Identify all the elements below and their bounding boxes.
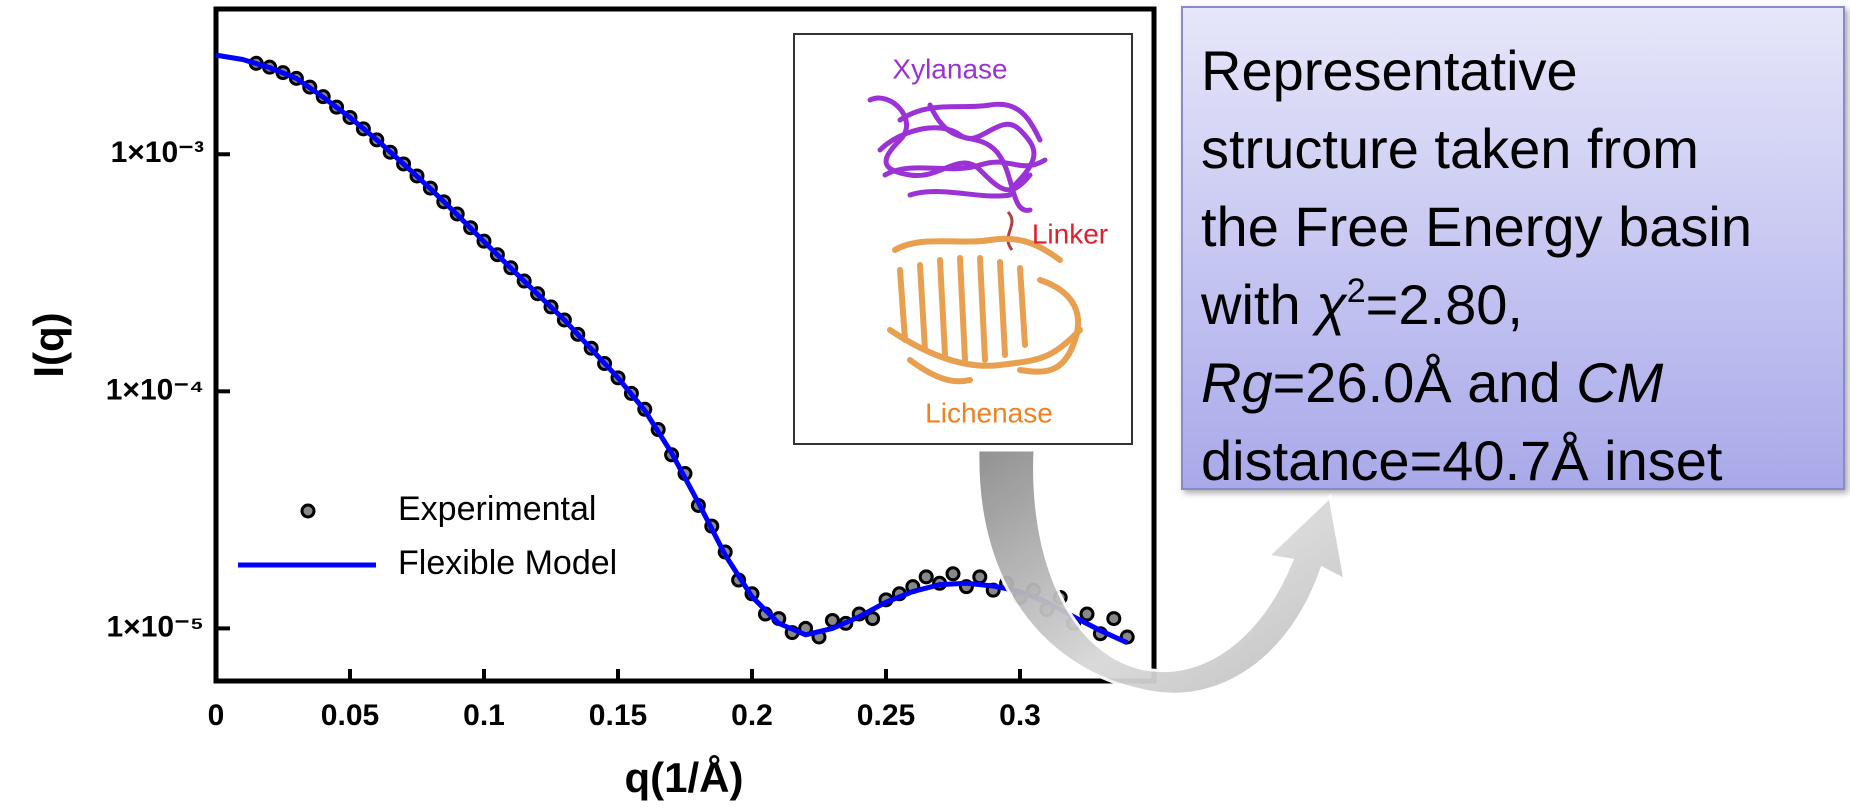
legend-label: Experimental [398,490,596,528]
data-point [972,569,988,585]
inset-label: Lichenase [925,397,1053,428]
callout-text: χ [1316,273,1347,336]
callout-text: Rg [1201,351,1273,414]
inset-label: Linker [1032,218,1108,249]
x-tick-label: 0.05 [321,699,379,732]
data-point [1079,606,1095,622]
callout-text: =2.80, [1365,273,1523,336]
callout-text: the Free Energy basin [1201,195,1752,258]
x-axis-label: q(1/Å) [625,754,744,801]
callout-text: Representative [1201,39,1578,102]
x-tick-label: 0.25 [857,699,915,732]
model-line [215,52,1129,646]
callout-line: Rg=26.0Å and CM [1201,344,1843,422]
callout-text: CM [1576,351,1664,414]
data-point [945,566,961,582]
legend-marker [300,503,316,519]
callout-box: Representative structure taken from the … [1181,6,1845,492]
y-axis-label: I(q) [25,312,72,377]
x-tick-label: 0.1 [463,699,505,732]
callout-line: Representative [1201,32,1843,110]
linker-structure [1006,210,1014,251]
x-tick-label: 0.15 [589,699,647,732]
inset: Xylanase Linker Lichenase [793,33,1133,445]
callout-line: with χ2=2.80, [1201,266,1843,344]
x-tick-label: 0 [208,699,225,732]
data-point [918,569,934,585]
y-tick-label: 1×10⁻³ [111,136,204,169]
callout-line: structure taken from [1201,110,1843,188]
callout-text: with [1201,273,1317,336]
data-point [865,611,881,627]
inset-label: Xylanase [892,53,1007,84]
callout-text: distance=40.7Å inset [1201,429,1723,492]
callout-text: structure taken from [1201,117,1699,180]
y-tick-label: 1×10⁻⁵ [107,610,205,643]
lichenase-structure [887,235,1083,385]
callout-text: 2 [1346,272,1366,310]
x-tick-label: 0.2 [731,699,773,732]
plot-frame [213,6,1157,684]
xylanase-structure [867,95,1048,213]
data-point [1106,611,1122,627]
y-tick-label: 1×10⁻⁴ [106,373,204,406]
callout-line: distance=40.7Å inset [1201,422,1843,500]
data-point [1052,590,1068,606]
x-tick-label: 0.3 [999,699,1041,732]
legend-label: Flexible Model [398,544,617,582]
callout-text: =26.0Å and [1272,351,1577,414]
callout-line: the Free Energy basin [1201,188,1843,266]
